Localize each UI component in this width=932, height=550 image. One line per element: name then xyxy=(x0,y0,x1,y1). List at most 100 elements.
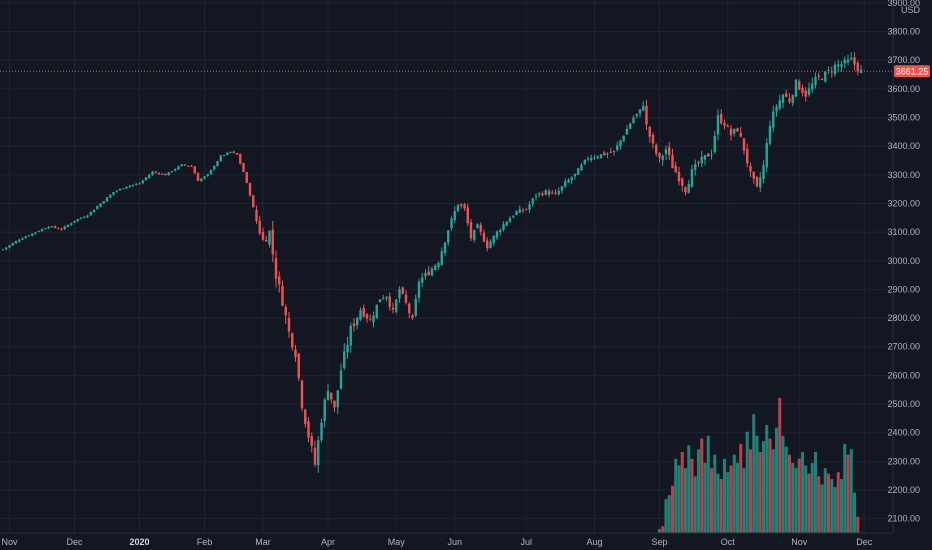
volume-bar xyxy=(856,516,860,533)
candle-body xyxy=(736,128,739,132)
candle-body xyxy=(528,204,531,210)
candle-body xyxy=(190,165,193,167)
candle-body xyxy=(629,123,632,129)
candle-body xyxy=(226,152,229,155)
volume-bar xyxy=(690,458,694,533)
price-tick-label: 2600.00 xyxy=(887,370,920,380)
candle-body xyxy=(788,98,791,102)
candle-body xyxy=(76,219,79,222)
candle-body xyxy=(343,351,346,369)
price-tick-label: 2300.00 xyxy=(887,456,920,466)
candle-body xyxy=(209,169,213,175)
candle-body xyxy=(853,57,856,65)
price-tick-label: 3300.00 xyxy=(887,170,920,180)
candle-body xyxy=(694,164,697,170)
candle-body xyxy=(222,155,226,157)
candle-body xyxy=(668,147,671,156)
candle-body xyxy=(840,64,843,67)
price-tick-label: 3500.00 xyxy=(887,112,920,122)
time-tick-label: Sep xyxy=(651,537,667,547)
price-tick-label: 3200.00 xyxy=(887,198,920,208)
candle-body xyxy=(239,154,242,164)
candle-body xyxy=(24,236,27,239)
candle-body xyxy=(603,152,606,156)
candle-body xyxy=(144,177,148,181)
candle-body xyxy=(447,230,450,243)
time-axis-ticks: Nov Dec 2020 Feb Mar Apr May Jun Jul Aug Sep Oct Nov… xyxy=(1,537,872,547)
candle-body xyxy=(40,229,44,232)
price-tick-label: 3700.00 xyxy=(887,55,920,65)
candle-body xyxy=(359,310,362,320)
candle-body xyxy=(125,186,128,189)
candle-body xyxy=(300,380,304,409)
price-tick-label: 2500.00 xyxy=(887,399,920,409)
candle-body xyxy=(794,79,798,97)
candle-body xyxy=(92,209,96,213)
volume-bar xyxy=(836,472,840,533)
candle-body xyxy=(434,265,437,270)
volume-bar xyxy=(788,454,791,533)
last-price-value: 3661.25 xyxy=(896,66,929,76)
price-axis[interactable]: USD xyxy=(892,0,932,533)
volume-bar xyxy=(823,468,827,533)
price-tick-label: 2800.00 xyxy=(887,313,920,323)
candle-body xyxy=(180,164,183,167)
volume-bar xyxy=(752,414,756,533)
candle-body xyxy=(768,125,772,144)
candle-body xyxy=(690,169,694,187)
volume-bar xyxy=(664,499,668,533)
candle-body xyxy=(174,169,177,171)
time-tick-label: Nov xyxy=(1,537,18,547)
candle-body xyxy=(733,128,736,134)
candle-body xyxy=(375,304,378,319)
volume-bar xyxy=(687,445,691,533)
volume-bar xyxy=(667,495,671,533)
candle-body xyxy=(187,165,190,167)
time-tick-label: Dec xyxy=(856,537,873,547)
price-tick-label: 3100.00 xyxy=(887,227,920,237)
candle-body xyxy=(37,231,40,233)
candle-body xyxy=(518,208,521,213)
candle-body xyxy=(203,176,206,179)
candle-body xyxy=(274,258,278,279)
volume-bar xyxy=(849,449,853,533)
candle-body xyxy=(720,113,723,124)
candle-body xyxy=(619,140,622,147)
volume-bar xyxy=(713,454,717,533)
candle-body xyxy=(710,154,713,156)
candle-body xyxy=(486,240,489,249)
price-axis-unit: USD xyxy=(901,5,921,15)
candle-body xyxy=(580,164,583,170)
volume-bar xyxy=(794,468,798,533)
candle-body xyxy=(502,224,505,230)
volume-bar xyxy=(827,473,830,533)
candle-body xyxy=(44,228,47,230)
candle-body xyxy=(752,171,755,179)
candle-body xyxy=(53,226,57,228)
candle-body xyxy=(385,296,388,299)
candle-body xyxy=(8,245,11,248)
candle-body xyxy=(697,162,700,164)
candle-body xyxy=(330,392,333,400)
volume-bar xyxy=(729,465,733,533)
candle-body xyxy=(586,158,590,160)
volume-bar xyxy=(758,452,762,533)
candle-body xyxy=(430,268,434,276)
price-tick-label: 3900.00 xyxy=(887,0,920,8)
time-tick-label: Mar xyxy=(255,537,271,547)
candle-body xyxy=(833,64,837,75)
candle-body xyxy=(645,105,648,125)
candle-body xyxy=(742,138,746,151)
candle-body xyxy=(772,111,775,128)
candle-body xyxy=(635,113,638,117)
candle-body xyxy=(817,75,820,77)
candle-body xyxy=(261,232,265,240)
candle-body xyxy=(96,206,99,210)
volume-bar xyxy=(755,435,759,533)
candle-body xyxy=(34,232,37,234)
candle-body xyxy=(785,93,788,97)
volume-bar xyxy=(765,425,769,533)
candle-body xyxy=(755,177,759,187)
candle-body xyxy=(408,303,411,314)
